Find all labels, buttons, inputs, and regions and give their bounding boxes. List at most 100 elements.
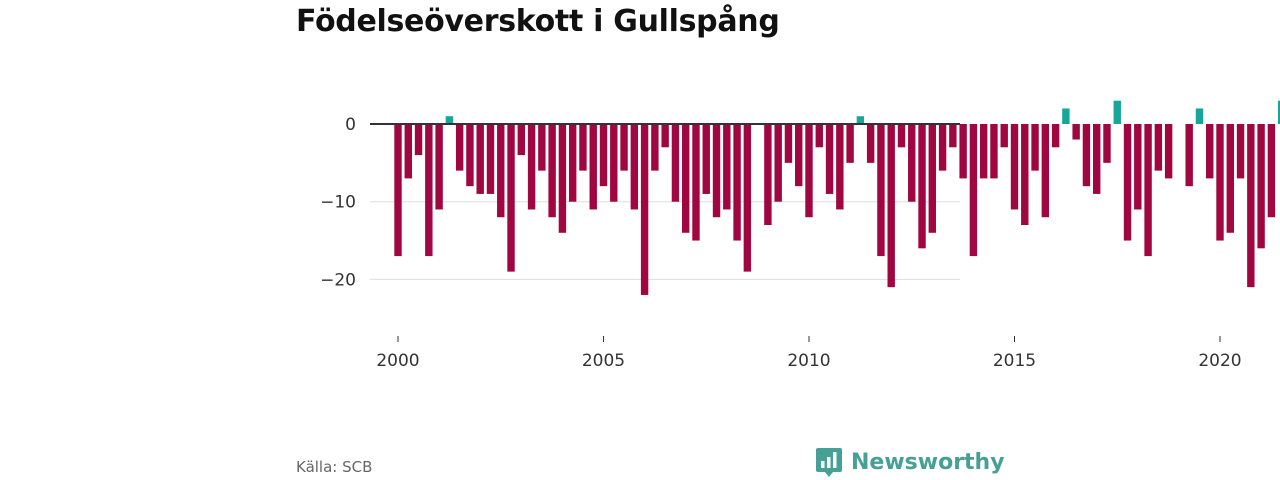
- bar-negative: [1123, 124, 1132, 241]
- y-tick-label: −10: [320, 193, 356, 213]
- bar-negative: [1216, 124, 1224, 241]
- bar-negative: [692, 124, 700, 241]
- bar-negative: [466, 124, 474, 187]
- y-tick-label: 0: [345, 115, 356, 135]
- bar-negative: [1164, 124, 1173, 179]
- bar-negative: [661, 124, 669, 148]
- bar-negative: [455, 124, 464, 171]
- bar-negative: [918, 124, 926, 249]
- bar-negative: [1021, 124, 1029, 226]
- bar-negative: [712, 124, 721, 218]
- bar-positive: [856, 116, 865, 124]
- bar-negative: [877, 124, 885, 257]
- chart: 0−10−20 200020052010201520202025: [320, 100, 1280, 371]
- bar-negative: [579, 124, 587, 171]
- bar-negative: [1267, 124, 1276, 218]
- bar-negative: [815, 124, 823, 148]
- bar-negative: [1257, 124, 1265, 249]
- bar-negative: [527, 124, 536, 210]
- bar-negative: [1154, 124, 1163, 171]
- bar-negative: [1031, 124, 1039, 171]
- bar-negative: [1093, 124, 1101, 194]
- bar-negative: [640, 124, 649, 295]
- y-tick-label: −20: [320, 270, 356, 290]
- bar-negative: [1236, 124, 1245, 179]
- bar-negative: [507, 124, 515, 272]
- bar-negative: [538, 124, 546, 171]
- bar-negative: [651, 124, 659, 171]
- brand-logo[interactable]: Newsworthy: [815, 446, 1005, 478]
- bar-negative: [435, 124, 443, 210]
- bar-negative: [825, 124, 834, 194]
- bar-negative: [1185, 124, 1193, 187]
- bar-positive: [1195, 108, 1204, 124]
- bar-negative: [805, 124, 813, 218]
- bars: [394, 100, 1280, 295]
- bar-negative: [979, 124, 988, 179]
- bar-negative: [897, 124, 906, 148]
- bar-negative: [928, 124, 936, 233]
- bar-negative: [425, 124, 433, 257]
- bar-negative: [774, 124, 782, 202]
- bar-negative: [620, 124, 628, 171]
- bar-negative: [702, 124, 710, 194]
- bar-negative: [938, 124, 947, 171]
- bar-negative: [671, 124, 680, 202]
- bar-negative: [1010, 124, 1019, 210]
- x-tick-label: 2010: [787, 351, 830, 371]
- bar-negative: [990, 124, 998, 179]
- bar-negative: [497, 124, 505, 218]
- bar-negative: [1103, 124, 1111, 163]
- bar-negative: [866, 124, 875, 163]
- bar-negative: [630, 124, 639, 210]
- bar-negative: [723, 124, 731, 210]
- bar-positive: [1062, 108, 1070, 124]
- bar-negative: [1041, 124, 1050, 218]
- bar-negative: [1226, 124, 1234, 233]
- brand-name: Newsworthy: [851, 449, 1005, 475]
- bar-negative: [908, 124, 916, 202]
- bar-negative: [599, 124, 608, 187]
- bar-negative: [568, 124, 577, 202]
- bar-negative: [784, 124, 793, 163]
- bar-negative: [969, 124, 978, 257]
- x-tick-label: 2015: [993, 351, 1036, 371]
- x-axis-ticks: 200020052010201520202025: [376, 336, 1242, 371]
- x-tick-label: 2005: [582, 351, 625, 371]
- bar-negative: [733, 124, 741, 241]
- bar-negative: [1082, 124, 1091, 187]
- chart-title: Födelseöverskott i Gullspång: [296, 4, 780, 39]
- bar-negative: [589, 124, 597, 210]
- bar-negative: [517, 124, 525, 156]
- bar-negative: [548, 124, 556, 218]
- bar-negative: [558, 124, 567, 233]
- bar-negative: [959, 124, 967, 179]
- bar-negative: [1000, 124, 1008, 148]
- bar-negative: [682, 124, 690, 233]
- bar-negative: [887, 124, 895, 288]
- bar-negative: [404, 124, 412, 179]
- y-axis-ticks: 0 −10 −20: [320, 115, 356, 290]
- bar-negative: [394, 124, 402, 257]
- bar-negative: [836, 124, 844, 210]
- bar-negative: [414, 124, 423, 156]
- bar-negative: [1144, 124, 1152, 257]
- gridlines: [370, 201, 960, 280]
- bar-negative: [1206, 124, 1214, 179]
- bar-positive: [445, 116, 454, 124]
- bar-negative: [476, 124, 484, 194]
- bar-negative: [1072, 124, 1080, 140]
- bar-negative: [1134, 124, 1142, 210]
- bar-negative: [949, 124, 957, 148]
- bar-negative: [764, 124, 772, 226]
- bar-negative: [743, 124, 752, 272]
- source-note: Källa: SCB: [296, 458, 373, 476]
- x-tick-label: 2000: [376, 351, 419, 371]
- x-tick-label: 2020: [1198, 351, 1241, 371]
- bar-negative: [846, 124, 854, 163]
- bar-negative: [486, 124, 495, 194]
- bar-negative: [1247, 124, 1255, 288]
- bar-chart-icon: [816, 448, 842, 477]
- bar-negative: [610, 124, 618, 202]
- bar-negative: [795, 124, 803, 187]
